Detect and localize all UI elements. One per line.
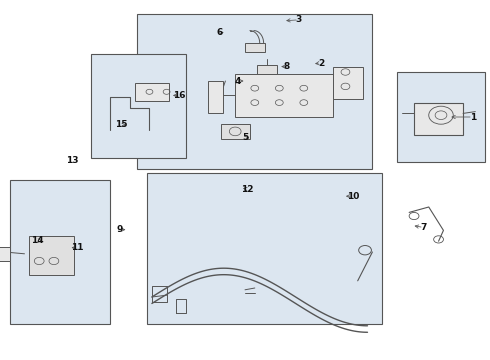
Bar bbox=[137, 14, 372, 169]
Bar bbox=[29, 236, 74, 275]
Text: 13: 13 bbox=[66, 156, 79, 165]
Bar bbox=[257, 65, 277, 74]
Bar bbox=[91, 54, 186, 158]
Bar bbox=[10, 180, 110, 324]
Bar bbox=[135, 83, 169, 101]
Bar bbox=[333, 67, 363, 99]
Bar bbox=[0, 247, 10, 261]
Text: 16: 16 bbox=[173, 91, 186, 100]
Text: 3: 3 bbox=[296, 15, 302, 24]
Bar bbox=[414, 103, 463, 135]
Text: 6: 6 bbox=[217, 28, 222, 37]
Text: 7: 7 bbox=[420, 223, 427, 232]
Text: 9: 9 bbox=[117, 225, 123, 234]
Bar bbox=[397, 72, 485, 162]
Text: 10: 10 bbox=[346, 192, 359, 201]
Text: 8: 8 bbox=[284, 62, 290, 71]
Text: 1: 1 bbox=[470, 112, 476, 122]
Text: 14: 14 bbox=[31, 236, 44, 245]
Text: 11: 11 bbox=[71, 243, 84, 252]
Bar bbox=[235, 74, 333, 117]
Bar bbox=[208, 81, 223, 113]
Bar bbox=[220, 124, 250, 139]
Bar bbox=[147, 173, 382, 324]
Text: 4: 4 bbox=[234, 77, 241, 86]
Text: 2: 2 bbox=[318, 59, 324, 68]
Bar bbox=[245, 43, 265, 52]
Text: 12: 12 bbox=[241, 185, 254, 194]
Text: 15: 15 bbox=[115, 120, 128, 130]
Text: 5: 5 bbox=[242, 134, 248, 143]
